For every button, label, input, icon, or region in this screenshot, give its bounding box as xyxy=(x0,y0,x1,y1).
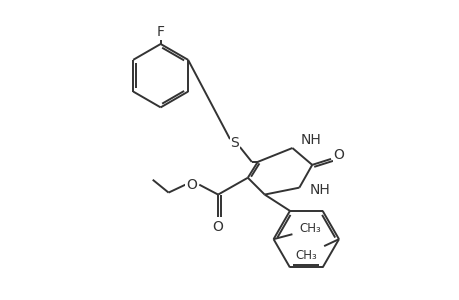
Text: CH₃: CH₃ xyxy=(295,248,317,262)
Text: NH: NH xyxy=(308,183,329,196)
Text: F: F xyxy=(157,25,164,39)
Text: S: S xyxy=(230,136,239,150)
Text: O: O xyxy=(212,220,223,234)
Text: O: O xyxy=(185,178,196,192)
Text: O: O xyxy=(333,148,344,162)
Text: CH₃: CH₃ xyxy=(299,222,320,235)
Text: NH: NH xyxy=(300,133,320,147)
